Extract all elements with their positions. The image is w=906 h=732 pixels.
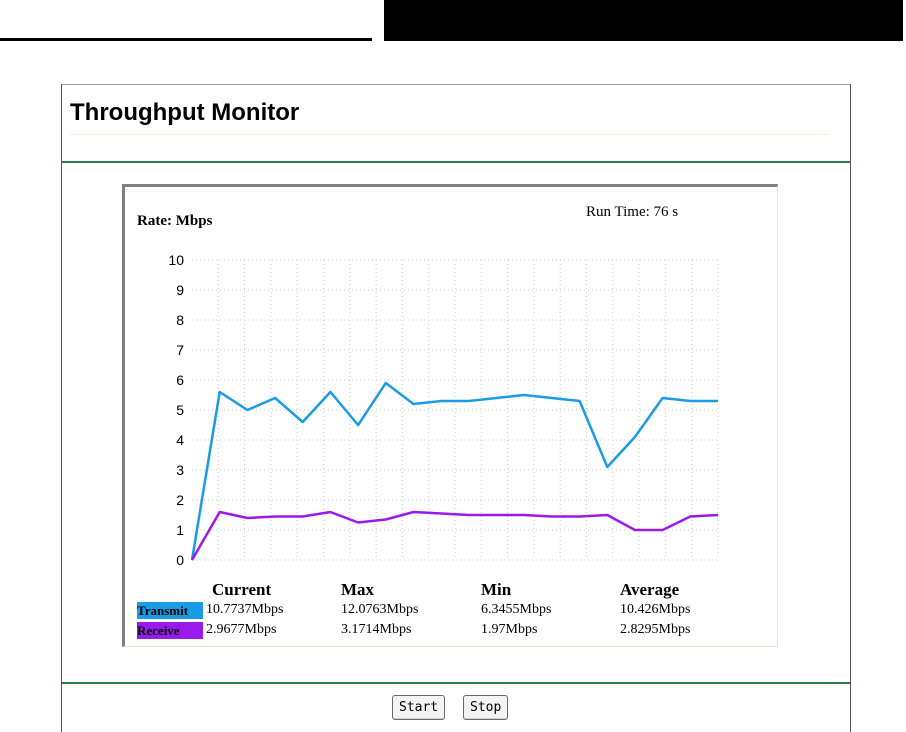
y-tick-label: 5 [176,402,184,418]
receive-max: 3.1714Mbps [341,622,412,637]
y-tick-label: 8 [176,312,184,328]
stop-button[interactable]: Stop [463,695,509,720]
transmit-min: 6.3455Mbps [481,602,552,617]
receive-current: 2.9677Mbps [206,622,277,637]
legend-receive: Receive [137,622,203,639]
stats-header-average: Average [620,580,680,599]
divider-top [62,161,850,163]
series-line-receive [190,510,719,561]
y-tick-label: 2 [176,492,184,508]
transmit-max: 12.0763Mbps [341,602,419,617]
start-button[interactable]: Start [392,695,446,720]
legend-transmit: Transmit [137,602,203,619]
page-title: Throughput Monitor [70,99,300,126]
y-tick-label: 9 [176,282,184,298]
y-tick-label: 1 [176,522,184,538]
receive-min: 1.97Mbps [481,622,538,637]
rate-label: Rate: Mbps [137,213,213,229]
series-line-transmit [190,381,718,561]
run-time: Run Time: 76 s [586,204,679,220]
divider-bottom [62,682,850,684]
chart-series [190,381,719,561]
transmit-average: 10.426Mbps [620,602,691,617]
top-black-bar [384,0,901,41]
stats-header-min: Min [481,580,512,599]
transmit-current: 10.7737Mbps [206,602,284,617]
stats-header-current: Current [212,580,272,599]
stats-header-max: Max [341,580,375,599]
throughput-panel [122,184,778,647]
title-underline [70,134,830,135]
receive-average: 2.8295Mbps [620,622,691,637]
y-tick-label: 6 [176,372,184,388]
top-edge-line [900,0,903,41]
top-rule [0,38,372,41]
y-tick-label: 4 [176,432,184,448]
y-tick-label: 7 [176,342,184,358]
y-tick-label: 0 [176,552,184,568]
y-tick-label: 10 [168,252,184,268]
y-tick-label: 3 [176,462,184,478]
